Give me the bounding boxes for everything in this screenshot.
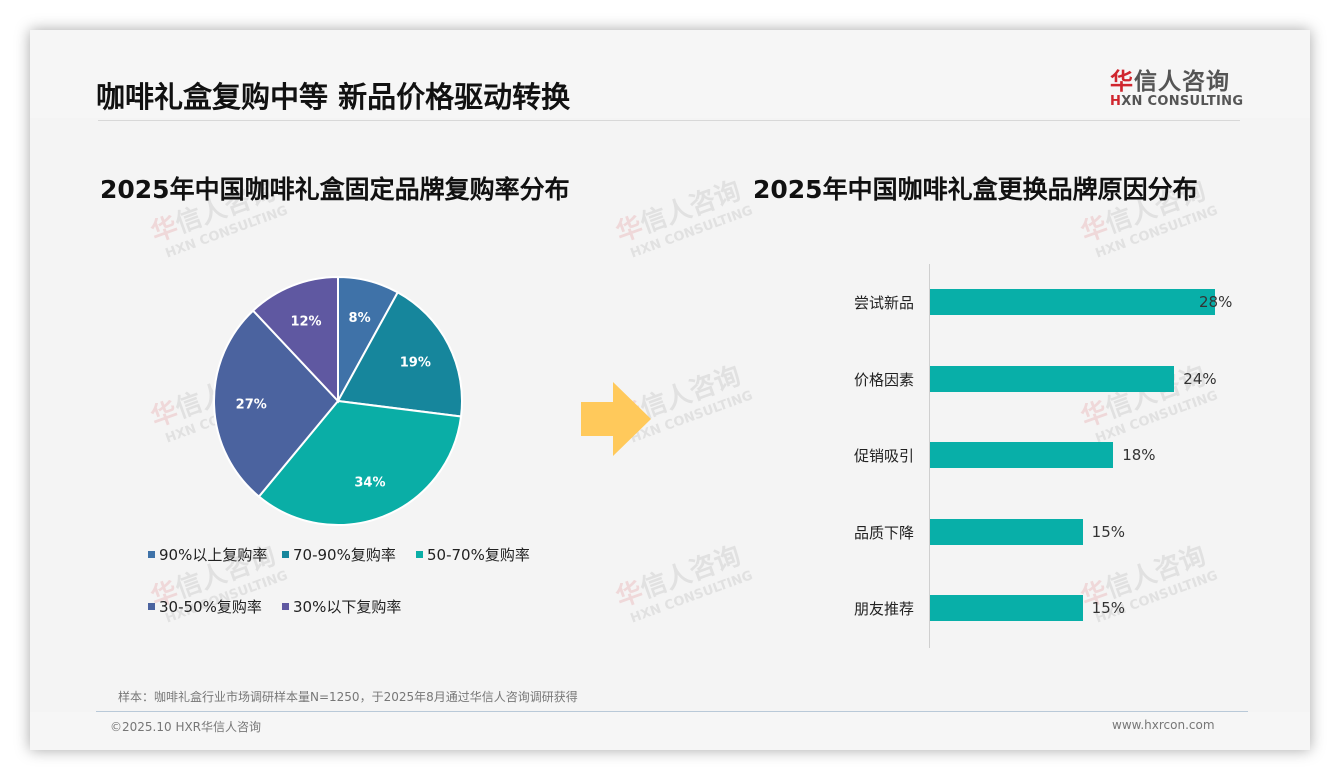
website-link[interactable]: www.hxrcon.com [1112, 718, 1215, 732]
legend-item: 30-50%复购率 [148, 596, 262, 617]
bar-value: 28% [1199, 293, 1233, 311]
bar-value: 18% [1122, 446, 1156, 464]
pie-slice-label: 19% [400, 356, 431, 371]
category-axis [929, 264, 930, 648]
legend-swatch-icon [416, 551, 423, 558]
slide: 咖啡礼盒复购中等 新品价格驱动转换 华信人咨询 HXN CONSULTING 华… [30, 30, 1310, 750]
bar-chart-title: 2025年中国咖啡礼盒更换品牌原因分布 [753, 175, 1198, 204]
pie-slice-label: 27% [236, 398, 267, 413]
bar-label: 尝试新品 [853, 294, 914, 312]
bar-value: 15% [1091, 599, 1126, 617]
footer-band [30, 712, 1310, 750]
legend-item: 90%以上复购率 [148, 544, 267, 565]
pie-slice-label: 12% [290, 314, 321, 329]
bar-row: 尝试新品 28% [830, 289, 1250, 315]
pie-slice [213, 309, 340, 498]
page-title: 咖啡礼盒复购中等 新品价格驱动转换 [96, 80, 571, 114]
right-arrow-icon [581, 382, 651, 460]
bar [930, 366, 1175, 392]
logo-chinese: 华信人咨询 [1110, 62, 1243, 96]
logo-en-highlight: H [1110, 94, 1122, 109]
pie-chart-title: 2025年中国咖啡礼盒固定品牌复购率分布 [100, 175, 570, 204]
bar-label: 促销吸引 [853, 447, 914, 465]
bar-label: 品质下降 [853, 524, 914, 542]
pie-slice [251, 275, 339, 404]
company-logo: 华信人咨询 HXN CONSULTING [1110, 62, 1243, 109]
bar-value: 24% [1183, 370, 1217, 388]
bar-chart: 尝试新品 28% 价格因素 24% 促销吸引 18% 品质下降 15% 朋友推荐… [830, 264, 1250, 648]
pie-slice [257, 399, 463, 526]
pie-slice-label: 8% [349, 311, 371, 326]
legend-swatch-icon [282, 603, 289, 610]
pie-slice-label: 34% [354, 476, 385, 491]
logo-english: HXN CONSULTING [1110, 94, 1243, 109]
bar [930, 289, 1215, 315]
bar [930, 519, 1083, 545]
legend-swatch-icon [282, 551, 289, 558]
legend-swatch-icon [148, 603, 155, 610]
bar-row: 朋友推荐 15% [830, 595, 1250, 621]
bar-row: 品质下降 15% [830, 519, 1250, 545]
logo-en-text: XN CONSULTING [1121, 94, 1244, 109]
legend-item: 30%以下复购率 [282, 596, 401, 617]
bar [930, 442, 1114, 468]
pie-chart: 8% 19% 34% 27% 12% [213, 275, 463, 526]
sample-note: 样本：咖啡礼盒行业市场调研样本量N=1250，于2025年8月通过华信人咨询调研… [118, 690, 578, 704]
bar-row: 促销吸引 18% [830, 442, 1250, 468]
logo-text: 信人咨询 [1134, 69, 1230, 95]
copyright: ©2025.10 HXR华信人咨询 [110, 720, 262, 734]
pie-chart-svg: 8% 19% 34% 27% 12% [213, 275, 463, 526]
bar-value: 15% [1091, 523, 1126, 541]
bar-label: 朋友推荐 [853, 600, 914, 618]
bar-label: 价格因素 [853, 371, 914, 389]
footer-divider [96, 711, 1248, 712]
bar [930, 595, 1083, 621]
logo-highlight: 华 [1110, 69, 1134, 95]
header-band [30, 30, 1310, 118]
legend-item: 50-70%复购率 [416, 544, 530, 565]
pie-slice [336, 290, 463, 418]
legend-item: 70-90%复购率 [282, 544, 396, 565]
legend-swatch-icon [148, 551, 155, 558]
title-divider [98, 120, 1240, 121]
bar-row: 价格因素 24% [830, 366, 1250, 392]
